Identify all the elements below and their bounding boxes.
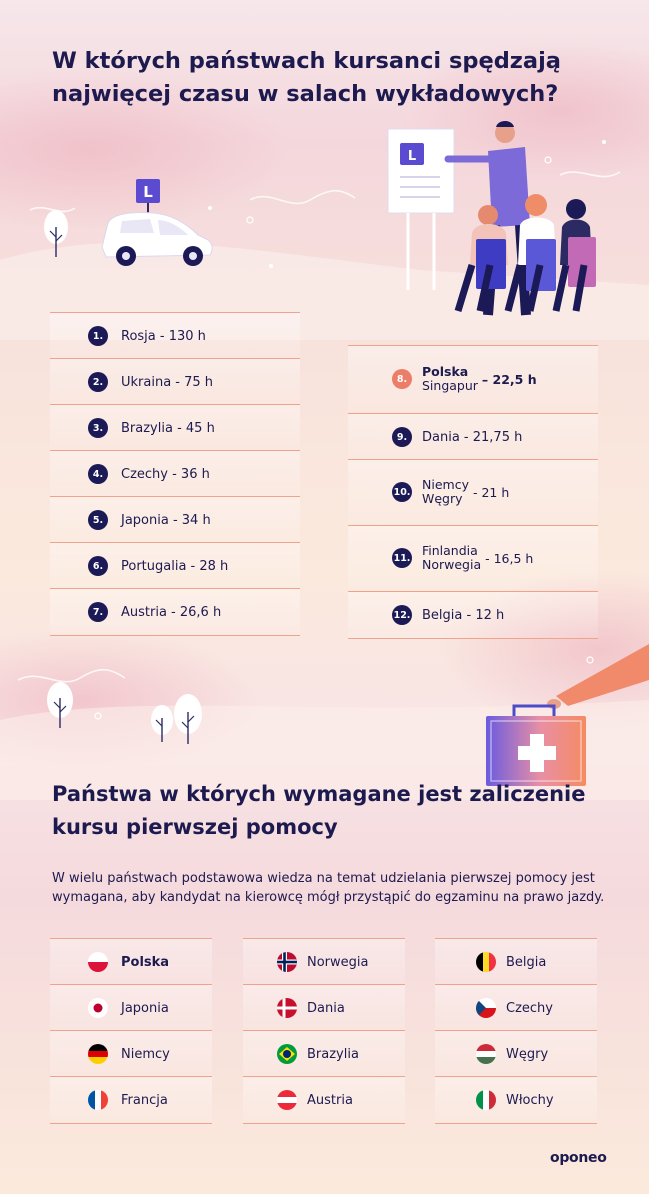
- de-flag-icon: [88, 1044, 108, 1064]
- country-item: Niemcy: [50, 1030, 212, 1077]
- country-item: Włochy: [435, 1076, 597, 1124]
- pl-flag-icon: [88, 952, 108, 972]
- country-item: Węgry: [435, 1030, 597, 1077]
- classroom-illustration: L: [387, 121, 596, 316]
- l-sign-letter: L: [143, 183, 153, 201]
- ranking-item: 8. Polska Singapur – 22,5 h: [348, 345, 598, 412]
- ranking-item: 4. Czechy - 36 h: [50, 450, 300, 497]
- country-item: Brazylia: [243, 1030, 405, 1077]
- rank-number-badge: 12.: [392, 605, 412, 625]
- jp-flag-icon: [88, 998, 108, 1018]
- ranking-item: 3. Brazylia - 45 h: [50, 404, 300, 451]
- rank-number-badge: 1.: [88, 326, 108, 346]
- ranking-value: – 22,5 h: [481, 371, 537, 387]
- no-flag-icon: [277, 952, 297, 972]
- first-aid-title: Państwa w których wymagane jest zaliczen…: [52, 782, 586, 839]
- ranking-country: Singapur: [422, 378, 478, 393]
- rank-number-badge: 9.: [392, 427, 412, 447]
- ranking-label: Brazylia - 45 h: [121, 420, 215, 436]
- ranking-value: - 16,5 h: [485, 550, 534, 566]
- rank-number-badge: 2.: [88, 372, 108, 392]
- at-flag-icon: [277, 1090, 297, 1110]
- country-name: Włochy: [506, 1092, 554, 1108]
- ranking-item: 6. Portugalia - 28 h: [50, 542, 300, 589]
- ranking-item: 9. Dania - 21,75 h: [348, 413, 598, 460]
- first-aid-kit-illustration: [486, 644, 649, 786]
- ranking-label: Portugalia - 28 h: [121, 558, 229, 574]
- ranking-value: - 21 h: [472, 484, 510, 500]
- l-board-letter: L: [408, 149, 416, 164]
- hu-flag-icon: [476, 1044, 496, 1064]
- ranking-item: 1. Rosja - 130 h: [50, 312, 300, 359]
- country-item: Czechy: [435, 984, 597, 1031]
- country-item: Dania: [243, 984, 405, 1031]
- be-flag-icon: [476, 952, 496, 972]
- main-title: W których państwach kursanci spędzają na…: [52, 48, 561, 107]
- country-name: Niemcy: [121, 1046, 170, 1062]
- rank-number-badge: 3.: [88, 418, 108, 438]
- cz-flag-icon: [476, 998, 496, 1018]
- ranking-country: Polska: [422, 364, 469, 379]
- country-name: Belgia: [506, 954, 547, 970]
- country-name: Norwegia: [307, 954, 369, 970]
- rank-number-badge: 11.: [392, 548, 412, 568]
- country-item: Belgia: [435, 938, 597, 985]
- ranking-item: 7. Austria - 26,6 h: [50, 588, 300, 636]
- country-item: Norwegia: [243, 938, 405, 985]
- rank-number-badge: 7.: [88, 602, 108, 622]
- rank-number-badge: 5.: [88, 510, 108, 530]
- ranking-label: Rosja - 130 h: [121, 328, 206, 344]
- first-aid-description: W wielu państwach podstawowa wiedza na t…: [52, 871, 605, 905]
- country-name: Węgry: [506, 1046, 549, 1062]
- country-name: Francja: [121, 1092, 168, 1108]
- country-item: Francja: [50, 1076, 212, 1124]
- ranking-label: Dania - 21,75 h: [422, 429, 523, 445]
- ranking-label: Czechy - 36 h: [121, 466, 210, 482]
- country-name: Dania: [307, 1000, 345, 1016]
- ranking-label: Ukraina - 75 h: [121, 374, 214, 390]
- ranking-label: Japonia - 34 h: [121, 512, 211, 528]
- ranking-country: Niemcy: [422, 477, 469, 492]
- ranking-item: 12. Belgia - 12 h: [348, 591, 598, 639]
- ranking-item: 2. Ukraina - 75 h: [50, 358, 300, 405]
- rank-number-badge: 6.: [88, 556, 108, 576]
- ranking-country: Norwegia: [422, 557, 482, 572]
- country-item: Polska: [50, 938, 212, 985]
- ranking-item: 11. Finlandia Norwegia - 16,5 h: [348, 525, 598, 590]
- country-name: Japonia: [121, 1000, 169, 1016]
- country-name: Czechy: [506, 1000, 553, 1016]
- fr-flag-icon: [88, 1090, 108, 1110]
- ranking-item: 10. Niemcy Węgry - 21 h: [348, 459, 598, 524]
- rank-number-badge: 10.: [392, 482, 412, 502]
- trees-illustration: [47, 682, 202, 744]
- tree-icon: [44, 210, 68, 257]
- dk-flag-icon: [277, 998, 297, 1018]
- ranking-label: Austria - 26,6 h: [121, 604, 222, 620]
- country-name: Brazylia: [307, 1046, 359, 1062]
- ranking-item: 5. Japonia - 34 h: [50, 496, 300, 543]
- country-item: Japonia: [50, 984, 212, 1031]
- brand-logo: oponeo: [550, 1150, 607, 1166]
- country-item: Austria: [243, 1076, 405, 1124]
- rank-number-badge: 4.: [88, 464, 108, 484]
- br-flag-icon: [277, 1044, 297, 1064]
- it-flag-icon: [476, 1090, 496, 1110]
- country-name: Austria: [307, 1092, 353, 1108]
- learner-car-illustration: L: [44, 179, 213, 266]
- rank-number-badge: 8.: [392, 369, 412, 389]
- ranking-country: Węgry: [422, 491, 463, 506]
- ranking-country: Finlandia: [422, 543, 478, 558]
- ranking-label: Belgia - 12 h: [422, 607, 505, 623]
- country-name: Polska: [121, 954, 170, 970]
